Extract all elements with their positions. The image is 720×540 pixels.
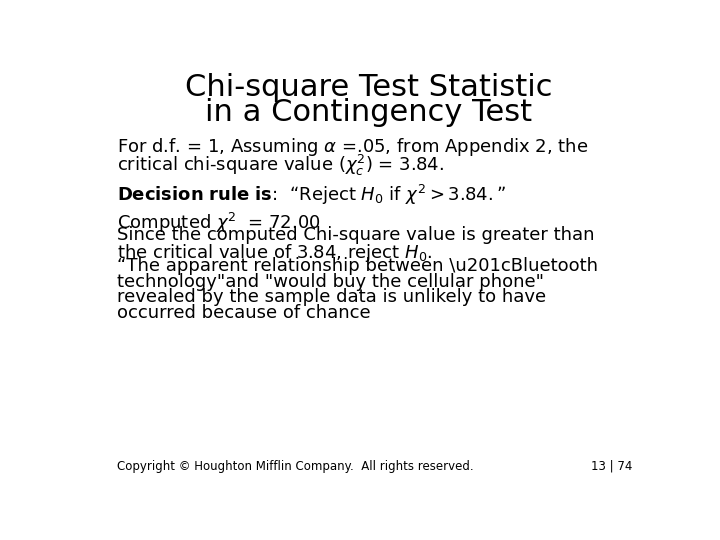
Text: critical chi-square value ($\chi^2_c$) = 3.84.: critical chi-square value ($\chi^2_c$) =…: [117, 153, 444, 178]
Text: Copyright © Houghton Mifflin Company.  All rights reserved.: Copyright © Houghton Mifflin Company. Al…: [117, 460, 474, 473]
Text: Computed $\chi^2$  = 72.00: Computed $\chi^2$ = 72.00: [117, 211, 320, 235]
Text: revealed by the sample data is unlikely to have: revealed by the sample data is unlikely …: [117, 288, 546, 306]
Text: the critical value of 3.84, reject $H_0$.: the critical value of 3.84, reject $H_0$…: [117, 242, 433, 264]
Text: Since the computed Chi-square value is greater than: Since the computed Chi-square value is g…: [117, 226, 595, 245]
Text: in a Contingency Test: in a Contingency Test: [205, 98, 533, 127]
Text: Chi-square Test Statistic: Chi-square Test Statistic: [185, 72, 553, 102]
Text: “The apparent relationship between \u201cBluetooth: “The apparent relationship between \u201…: [117, 257, 598, 275]
Text: occurred because of chance: occurred because of chance: [117, 303, 371, 321]
Text: 13 | 74: 13 | 74: [591, 460, 632, 473]
Text: $\bf{Decision\ rule\ is}$:  “Reject $H_0$ if $\chi^2 > 3.84.$”: $\bf{Decision\ rule\ is}$: “Reject $H_0$…: [117, 183, 506, 207]
Text: technology"and "would buy the cellular phone": technology"and "would buy the cellular p…: [117, 273, 544, 291]
Text: For d.f. = 1, Assuming $\alpha$ =.05, from Appendix 2, the: For d.f. = 1, Assuming $\alpha$ =.05, fr…: [117, 137, 588, 158]
